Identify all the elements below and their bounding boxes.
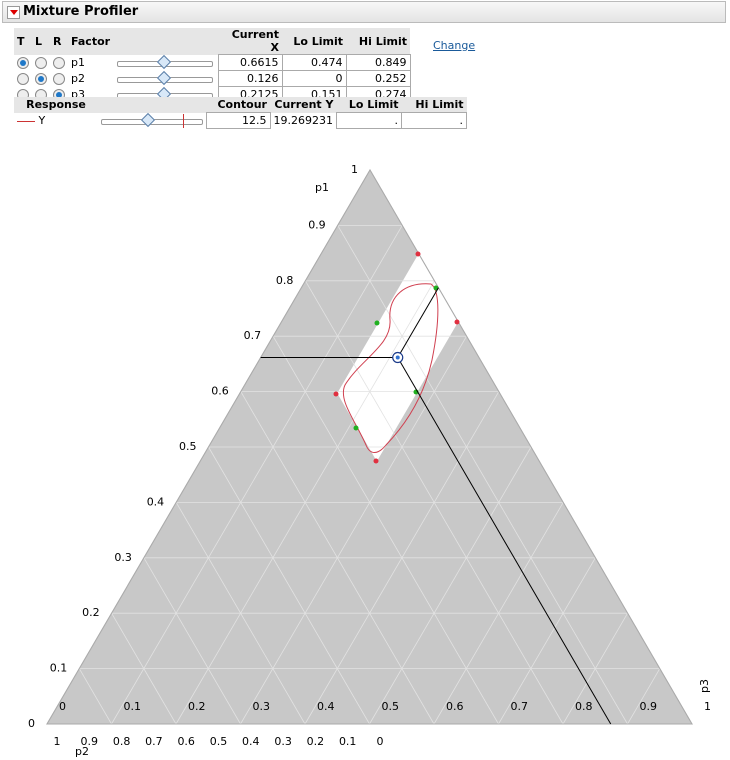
axis-label: p3: [698, 679, 711, 693]
cell[interactable]: 0.126: [217, 70, 283, 87]
response-table: Response Contour Current Y Lo Limit Hi Limit…: [14, 97, 467, 129]
grid-line: [304, 391, 500, 725]
col-header: T: [14, 28, 32, 55]
radio[interactable]: [35, 57, 47, 69]
radio[interactable]: [35, 73, 47, 85]
header: Mixture Profiler: [2, 1, 726, 23]
tick-label: 0.2: [188, 700, 206, 713]
grid-line: [337, 225, 628, 725]
radio[interactable]: [53, 57, 65, 69]
grid-line: [175, 280, 435, 725]
disclosure-icon[interactable]: [7, 6, 20, 19]
col-header: Current X: [218, 28, 282, 55]
slider[interactable]: [101, 112, 203, 128]
slider[interactable]: [117, 70, 213, 85]
boundary-point: [353, 425, 359, 431]
slider[interactable]: [117, 54, 213, 69]
axis-label: p2: [75, 745, 89, 758]
tick-label: 0: [59, 700, 66, 713]
radio[interactable]: [53, 73, 65, 85]
tick-label: 0.9: [308, 218, 326, 231]
tick-label: 0.7: [244, 329, 262, 342]
tick-label: 0.7: [145, 735, 163, 748]
boundary-point: [374, 320, 380, 326]
radio[interactable]: [17, 73, 29, 85]
grid-line: [433, 502, 564, 725]
col-header: R: [50, 28, 68, 55]
col-header: Current Y: [270, 97, 337, 113]
tick-label: 0.6: [211, 385, 229, 398]
tick-label: 0.2: [82, 606, 100, 619]
tick-label: 0.4: [317, 700, 335, 713]
contour-end: [373, 458, 379, 464]
tick-label: 0.5: [179, 440, 197, 453]
cell[interactable]: .: [336, 112, 402, 129]
col-header: Hi Limit: [346, 28, 410, 55]
grid-line: [78, 668, 112, 725]
cell[interactable]: .: [401, 112, 467, 129]
cell: 19.269231: [273, 114, 334, 127]
tick-label: 0.8: [575, 700, 593, 713]
contour-end: [454, 319, 460, 325]
crosshair: [397, 357, 612, 725]
tick-label: 0.1: [339, 735, 357, 748]
response-name: Y: [38, 114, 46, 127]
tick-label: 0.5: [382, 700, 400, 713]
col-header: Hi Limit: [401, 97, 467, 113]
tick-label: 0.2: [307, 735, 325, 748]
grid-line: [208, 446, 370, 725]
simplex-edge: [46, 169, 693, 725]
col-header: Contour: [206, 97, 270, 113]
tick-label: 1: [54, 735, 61, 748]
tick-label: 0.1: [50, 662, 68, 675]
tick-label: 0.5: [210, 735, 228, 748]
tick-label: 0.4: [242, 735, 260, 748]
tick-label: 0.9: [81, 735, 99, 748]
factor-name: p1: [71, 56, 85, 69]
tick-label: 0: [28, 717, 35, 730]
grid-line: [240, 335, 467, 725]
contour-end: [333, 391, 339, 397]
tick-label: 0.6: [446, 700, 464, 713]
grid-line: [111, 225, 403, 725]
tick-label: 0.3: [274, 735, 292, 748]
cell[interactable]: 12.5: [205, 112, 271, 129]
grid-line: [272, 335, 499, 725]
tick-label: 0.3: [253, 700, 271, 713]
tick-label: 0: [377, 735, 384, 748]
axis-label: p1: [315, 181, 329, 194]
grid-line: [369, 446, 532, 725]
col-header: L: [32, 28, 50, 55]
tick-label: 1: [351, 163, 358, 176]
change-link[interactable]: Change: [433, 39, 476, 52]
grid-line: [498, 557, 596, 725]
radio[interactable]: [17, 57, 29, 69]
tick-label: 0.9: [640, 700, 658, 713]
tick-label: 0.3: [114, 551, 132, 564]
col-header: Response: [14, 97, 98, 113]
tick-label: 1: [704, 700, 711, 713]
grid-line: [562, 612, 628, 725]
col-header: Lo Limit: [336, 97, 402, 113]
contour: [343, 283, 439, 453]
tick-label: 0.8: [113, 735, 131, 748]
grid-line: [627, 668, 661, 725]
grid-line: [143, 557, 241, 725]
factor-name: p2: [71, 72, 85, 85]
tick-label: 0.6: [177, 735, 195, 748]
tick-label: 0.7: [511, 700, 529, 713]
title: Mixture Profiler: [23, 4, 139, 19]
crosshair: [397, 287, 439, 358]
current-point-dot: [395, 355, 400, 360]
col-header: Lo Limit: [282, 28, 346, 55]
tick-label: 0.1: [124, 700, 142, 713]
tick-label: 0.4: [147, 495, 165, 508]
col-header: Factor: [68, 28, 114, 55]
tick-label: 0.8: [276, 274, 294, 287]
contour-end: [415, 251, 421, 257]
